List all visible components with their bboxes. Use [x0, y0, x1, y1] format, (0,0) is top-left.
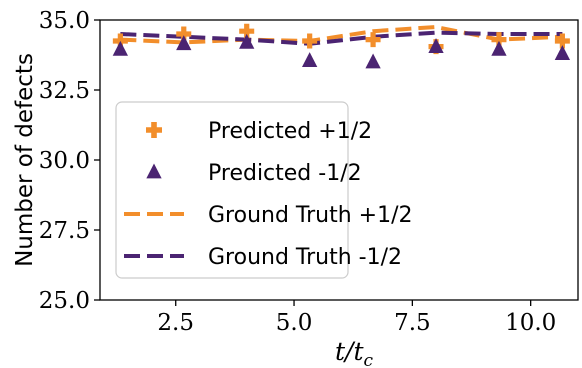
y-tick-label: 27.5 [39, 218, 90, 244]
series-line-ground-truth-1-2 [120, 30, 563, 46]
data-point-predicted-1-2 [176, 35, 192, 51]
x-tick-label: 5.0 [276, 310, 313, 336]
legend-triangle-marker [146, 163, 162, 179]
data-point-predicted-1-2 [365, 53, 381, 69]
data-point-predicted-1-2 [491, 32, 507, 48]
axis-labels: Number of defects t/tc [12, 53, 373, 368]
legend: Predicted +1/2 Predicted -1/2 Ground Truth… [115, 101, 413, 279]
data-point-predicted-1-2 [365, 32, 381, 48]
axes: 25.0 27.5 30.0 32.5 35.0 2.5 5.0 7.5 10.0 [39, 8, 579, 336]
x-tick-label: 2.5 [157, 310, 194, 336]
legend-item-ground-truth-1-2: Ground Truth -1/2 [124, 245, 402, 270]
data-point-predicted-1-2 [428, 38, 444, 53]
y-tick-label: 32.5 [39, 78, 90, 104]
y-tick-label: 35.0 [39, 8, 90, 34]
y-tick-label: 25.0 [39, 288, 90, 314]
legend-box [115, 101, 349, 279]
legend-plus-marker [146, 122, 162, 138]
legend-item-predicted-1-2: Predicted -1/2 [146, 161, 362, 186]
legend-label: Ground Truth +1/2 [208, 203, 413, 228]
data-point-predicted-1-2 [302, 33, 318, 49]
plot-area [112, 23, 571, 69]
data-point-predicted-1-2 [302, 52, 318, 67]
legend-label: Predicted -1/2 [208, 161, 362, 186]
y-axis-label: Number of defects [12, 53, 38, 267]
data-point-predicted-1-2 [176, 26, 192, 42]
data-point-predicted-1-2 [239, 33, 255, 49]
x-tick-label: 10.0 [505, 310, 556, 336]
legend-label: Predicted +1/2 [208, 119, 372, 144]
data-point-predicted-1-2 [239, 23, 255, 39]
data-point-predicted-1-2 [554, 33, 570, 49]
legend-item-ground-truth-1-2: Ground Truth +1/2 [124, 203, 413, 228]
data-point-predicted-1-2 [112, 40, 129, 56]
series-line-ground-truth-1-2 [120, 25, 563, 45]
x-axis-label: t/tc [335, 337, 374, 368]
data-point-predicted-1-2 [554, 45, 571, 60]
data-point-predicted-1-2 [491, 40, 507, 56]
legend-item-predicted-1-2: Predicted +1/2 [146, 119, 372, 144]
x-tick-label: 7.5 [394, 310, 431, 336]
legend-label: Ground Truth -1/2 [208, 245, 402, 270]
y-tick-label: 30.0 [39, 148, 90, 174]
